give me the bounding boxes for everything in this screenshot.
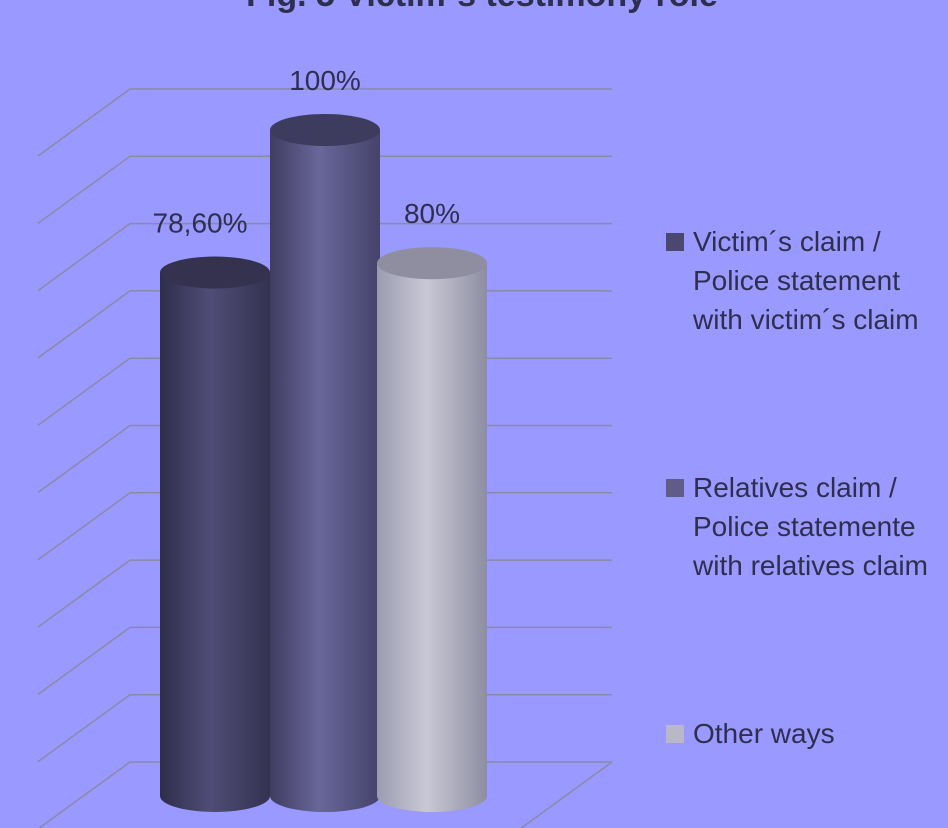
bar-cylinder-body — [377, 263, 487, 812]
floor-edge — [520, 761, 613, 828]
gridline-depth — [37, 357, 131, 426]
gridline-depth — [37, 155, 131, 224]
gridline-depth — [37, 88, 131, 157]
legend-label: Relatives claim / Police statemente with… — [693, 472, 928, 581]
bar-cylinder-top — [377, 247, 487, 280]
bar-cylinder-top — [270, 114, 380, 146]
data-label: 78,60% — [153, 208, 248, 239]
data-label: 80% — [404, 198, 460, 229]
legend-swatch — [666, 725, 684, 743]
gridline-depth — [37, 424, 131, 494]
bar-cylinder-body — [160, 272, 270, 812]
gridline-depth — [37, 222, 131, 292]
legend-label: Victim´s claim / Police statement with v… — [693, 226, 919, 335]
gridline-depth — [37, 559, 131, 628]
gridline-depth — [37, 694, 131, 763]
chart-title: Fig. 5 Victim´s testimony role — [246, 0, 718, 14]
bars — [160, 114, 487, 812]
bar-cylinder-top — [160, 256, 270, 289]
legend-label: Other ways — [693, 718, 835, 749]
legend-swatch — [666, 479, 684, 497]
gridline-depth — [37, 626, 131, 696]
gridline-depth — [37, 492, 131, 561]
gridline-depth — [37, 290, 131, 359]
data-label: 100% — [289, 65, 361, 96]
data-labels: 78,60% 100% 80% — [153, 65, 461, 239]
bar-cylinder-body — [270, 130, 380, 812]
legend-swatch — [666, 233, 684, 251]
gridline-depth — [38, 761, 131, 828]
